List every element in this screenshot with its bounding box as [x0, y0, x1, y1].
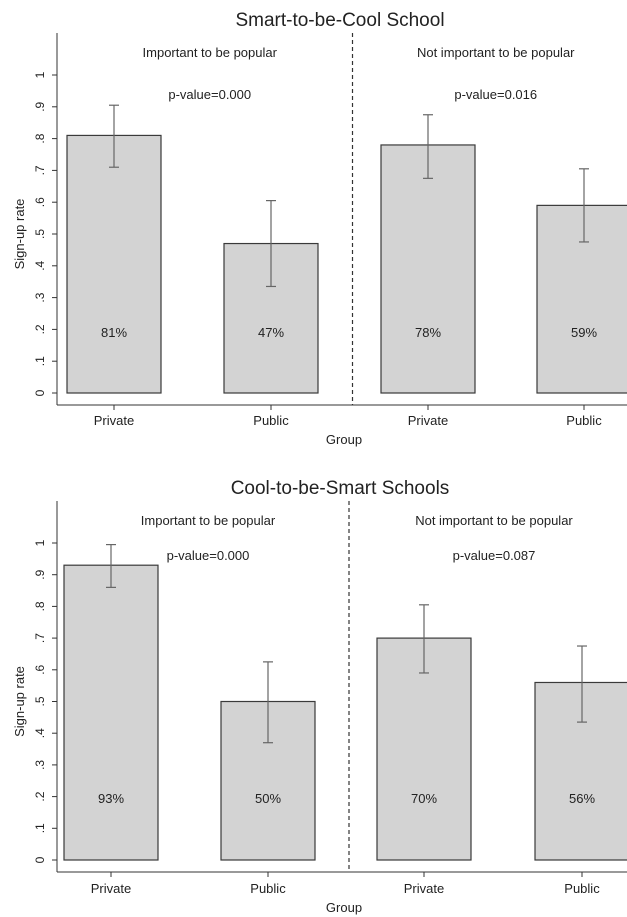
chart-1-y-tick-label: .4: [33, 260, 47, 270]
chart-1-panel-2-public-bar-label: 59%: [571, 325, 597, 340]
chart-2-y-tick-label: .4: [33, 728, 47, 738]
chart-2-panel-1-private-bar: [63, 564, 159, 861]
chart-2-panel-1-public-category-label: Public: [250, 881, 286, 896]
chart-1-y-tick-label: .5: [33, 229, 47, 239]
chart-2-panel-2-p-value: p-value=0.087: [453, 548, 536, 563]
chart-1-panel-2-label: Not important to be popular: [417, 45, 575, 60]
chart-1-y-tick-label: .2: [33, 324, 47, 334]
chart-1-panel-1-p-value: p-value=0.000: [168, 87, 251, 102]
chart-2-y-tick-label: .8: [33, 601, 47, 611]
chart-1-y-tick-label: .1: [33, 356, 47, 366]
chart-2-panel-2-private-bar: [376, 637, 472, 861]
chart-1-panel-2-private-category-label: Private: [408, 413, 448, 428]
chart-2-y-tick-label: .5: [33, 696, 47, 706]
chart-2-y-tick-label: .7: [33, 633, 47, 643]
chart-1-y-tick-label: .6: [33, 197, 47, 207]
chart-2-y-tick-label: .3: [33, 760, 47, 770]
chart-2-panel-2-label: Not important to be popular: [415, 513, 573, 528]
chart-1-title: Smart-to-be-Cool School: [235, 10, 444, 31]
chart-2-y-tick-label: 0: [33, 856, 47, 863]
chart-1-y-tick-label: 1: [33, 71, 47, 78]
chart-2-y-tick-label: 1: [33, 539, 47, 546]
chart-1-panel-1-label: Important to be popular: [143, 45, 278, 60]
chart-1-panel-2-private-bar-label: 78%: [415, 325, 441, 340]
chart-2-panel-2-public-bar: [534, 681, 627, 861]
chart-1-panel-1-private-category-label: Private: [94, 413, 134, 428]
chart-1-panel-1-private-bar: [66, 134, 162, 394]
chart-1-panel-2-private-bar: [380, 144, 476, 394]
chart-2-x-axis-title: Group: [326, 900, 362, 915]
chart-1-panel-1-public-bar-label: 47%: [258, 325, 284, 340]
chart-2-y-axis-title: Sign-up rate: [12, 666, 27, 737]
chart-1-y-tick-label: .8: [33, 133, 47, 143]
chart-2-y-tick-label: .9: [33, 569, 47, 579]
chart-1-panel-1-private-bar-label: 81%: [101, 325, 127, 340]
chart-2-panel-1-private-bar-label: 93%: [98, 791, 124, 806]
chart-1-y-tick-label: .3: [33, 292, 47, 302]
chart-2-y-tick-label: .6: [33, 664, 47, 674]
chart-2-panel-1-public-bar-label: 50%: [255, 791, 281, 806]
chart-1-x-axis-title: Group: [326, 432, 362, 447]
chart-1-panel-2-p-value: p-value=0.016: [454, 87, 537, 102]
chart-2-title: Cool-to-be-Smart Schools: [231, 478, 450, 499]
chart-1-y-tick-label: .9: [33, 101, 47, 111]
chart-1-panel-2-public-bar: [536, 204, 627, 394]
chart-2-panel-2-public-bar-label: 56%: [569, 791, 595, 806]
chart-2-panel-2-private-category-label: Private: [404, 881, 444, 896]
chart-2-panel-1-p-value: p-value=0.000: [167, 548, 250, 563]
chart-2-panel-2-public-category-label: Public: [564, 881, 600, 896]
chart-1-panel-2-public-category-label: Public: [566, 413, 602, 428]
chart-1-y-axis-title: Sign-up rate: [12, 199, 27, 270]
chart-1-y-tick-label: 0: [33, 389, 47, 396]
chart-2-panel-1-private-category-label: Private: [91, 881, 131, 896]
chart-2-panel-2-private-bar-label: 70%: [411, 791, 437, 806]
chart-2-y-tick-label: .2: [33, 791, 47, 801]
chart-2-y-tick-label: .1: [33, 823, 47, 833]
chart-1-panel-1-public-category-label: Public: [253, 413, 289, 428]
chart-1-y-tick-label: .7: [33, 165, 47, 175]
chart-2-panel-1-label: Important to be popular: [141, 513, 276, 528]
